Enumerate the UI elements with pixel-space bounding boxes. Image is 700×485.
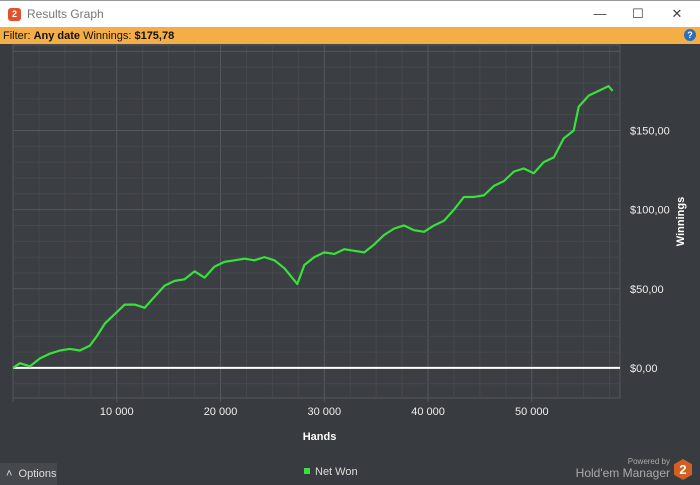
x-tick-label: 40 000: [411, 406, 445, 418]
net-won-line: [12, 85, 614, 369]
brand-name: Hold'em Manager: [575, 466, 670, 480]
legend-swatch: [304, 468, 310, 474]
title-bar: 2 Results Graph — ☐ ✕: [0, 0, 700, 27]
winnings-label: Winnings:: [83, 30, 132, 42]
filter-bar: Filter: Any date Winnings: $175,78 ?: [0, 27, 700, 44]
y-tick-label: $0,00: [630, 363, 658, 375]
winnings-value: $175,78: [134, 30, 175, 42]
y-tick-label: $150,00: [630, 125, 670, 137]
help-icon[interactable]: ?: [684, 29, 696, 41]
y-axis-title: Winnings: [675, 197, 687, 246]
x-tick-label: 30 000: [307, 406, 341, 418]
results-chart: 10 000 20 000 30 000 40 000 50 000 $0,00 $50,0…: [12, 44, 687, 443]
filter-date: Any date: [33, 30, 81, 42]
options-button[interactable]: ˄ Options: [0, 463, 57, 485]
legend: Net Won: [304, 466, 358, 478]
y-tick-label: $100,00: [630, 205, 670, 217]
close-button[interactable]: ✕: [671, 6, 683, 21]
x-axis-title: Hands: [303, 431, 337, 443]
x-tick-label: 10 000: [100, 406, 134, 418]
powered-by-label: Powered by: [627, 457, 670, 466]
filter-label: Filter:: [3, 30, 31, 42]
legend-label: Net Won: [315, 466, 358, 478]
maximize-button[interactable]: ☐: [632, 6, 644, 21]
y-tick-label: $50,00: [630, 284, 664, 296]
minimize-button[interactable]: —: [593, 6, 607, 21]
holdem-manager-logo: 2: [674, 459, 692, 480]
x-tick-label: 50 000: [515, 406, 549, 418]
x-tick-label: 20 000: [204, 406, 238, 418]
powered-by: Powered by Hold'em Manager: [576, 457, 670, 480]
options-label: Options: [18, 468, 57, 480]
app-logo-icon: 2: [8, 8, 21, 21]
window-title: Results Graph: [27, 7, 104, 21]
plot-area: [12, 44, 621, 399]
